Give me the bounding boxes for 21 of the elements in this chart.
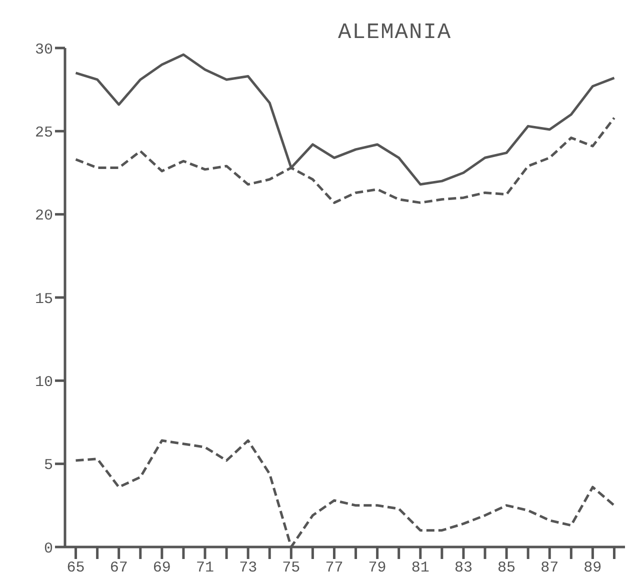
- x-tick-label: 75: [282, 560, 300, 577]
- x-tick-label: 79: [368, 560, 386, 577]
- y-tick-label: 25: [34, 124, 53, 142]
- x-tick-label: 87: [540, 560, 559, 577]
- y-tick-label: 15: [34, 290, 53, 308]
- y-tick-label: 5: [44, 457, 53, 474]
- x-tick-label: 67: [110, 560, 128, 577]
- x-tick-label: 71: [196, 560, 214, 577]
- x-tick-label: 83: [454, 560, 472, 577]
- y-tick-label: 10: [34, 374, 53, 391]
- x-tick-label: 77: [325, 560, 344, 577]
- y-tick-label: 0: [44, 540, 53, 558]
- x-tick-label: 65: [66, 560, 85, 577]
- y-tick-label: 20: [34, 208, 53, 225]
- x-tick-label: 69: [152, 560, 171, 577]
- y-tick-label: 30: [34, 41, 53, 58]
- chart-title: ALEMANIA: [338, 20, 452, 45]
- x-tick-label: 89: [584, 560, 602, 577]
- x-tick-label: 73: [239, 560, 258, 577]
- x-tick-label: 85: [498, 560, 516, 577]
- x-tick-label: 81: [411, 560, 430, 577]
